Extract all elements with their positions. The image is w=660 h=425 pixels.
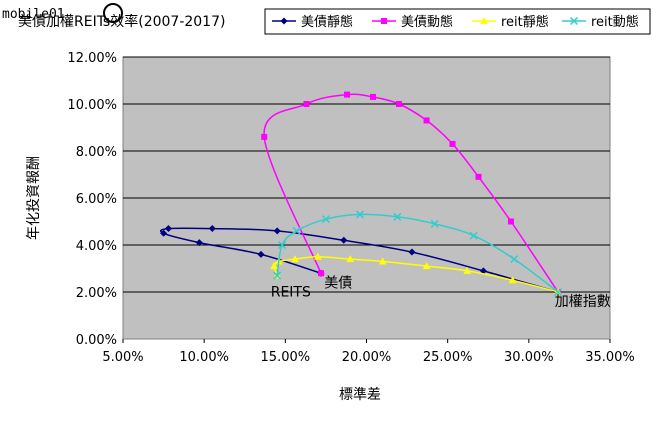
series-line <box>276 213 559 293</box>
data-point <box>479 267 487 275</box>
data-point <box>507 218 514 225</box>
legend-marker <box>280 17 288 25</box>
data-point <box>378 257 387 265</box>
data-point <box>449 140 456 147</box>
data-point <box>369 93 376 100</box>
annotation-label: 加權指數 <box>555 294 611 310</box>
legend-marker <box>381 18 387 24</box>
y-tick-label: 2.00% <box>76 286 117 301</box>
x-tick-label: 10.00% <box>179 350 229 365</box>
y-tick-label: 8.00% <box>76 145 117 160</box>
data-point <box>292 226 301 235</box>
gridlines <box>123 56 610 293</box>
data-point <box>273 227 281 235</box>
legend-label: 美債動態 <box>401 14 453 30</box>
data-point <box>423 117 430 124</box>
series-layer <box>159 91 563 297</box>
legend-marker <box>569 16 579 26</box>
x-axis-label: 標準差 <box>339 387 381 403</box>
data-point <box>340 236 348 244</box>
y-axis-ticks: 0.00% 2.00% 4.00% 6.00% 8.00% 10.00% 12.00% <box>67 51 117 348</box>
series-2 <box>261 91 562 295</box>
data-point <box>510 255 519 264</box>
data-point <box>273 271 282 280</box>
watermark-logo: mobile01 <box>2 3 123 23</box>
data-point <box>422 262 431 270</box>
data-point <box>208 225 216 233</box>
data-point <box>164 225 172 233</box>
data-point <box>393 212 402 221</box>
x-tick-label: 20.00% <box>342 350 392 365</box>
legend-label: reit動態 <box>591 14 639 30</box>
data-point <box>469 231 478 240</box>
legend-item: reit靜態 <box>472 14 549 30</box>
legend-marker <box>480 17 488 24</box>
legend-label: 美債靜態 <box>301 14 353 30</box>
chart-title: 美債加權REITs效率(2007-2017) <box>18 13 225 30</box>
data-point <box>344 91 351 98</box>
x-tick-label: 35.00% <box>585 350 635 365</box>
watermark-text: mobile01 <box>2 7 65 22</box>
data-point <box>346 255 355 263</box>
y-tick-label: 10.00% <box>67 98 117 113</box>
legend-item: 美債靜態 <box>272 14 353 30</box>
legend-item: reit動態 <box>562 14 639 30</box>
annotation-label: REITS <box>271 285 311 301</box>
x-axis-ticks: 5.00% 10.00% 15.00% 20.00% 25.00% 30.00% 35.00… <box>102 339 635 365</box>
legend: 美債靜態 美債動態 reit靜態 reit動態 <box>272 14 639 30</box>
x-tick-label: 25.00% <box>423 350 473 365</box>
series-4 <box>273 210 563 297</box>
data-point <box>303 101 310 107</box>
series-line <box>263 93 559 293</box>
y-tick-label: 12.00% <box>67 51 117 66</box>
annotation-label: 美債 <box>324 275 352 291</box>
x-tick-label: 5.00% <box>102 350 143 365</box>
data-point <box>554 287 563 297</box>
data-point <box>160 229 168 237</box>
x-tick-label: 15.00% <box>261 350 311 365</box>
data-point <box>195 239 203 247</box>
data-point <box>291 255 299 263</box>
y-axis-label: 年化投資報酬 <box>26 156 42 240</box>
data-point <box>508 276 517 284</box>
data-point <box>278 240 287 250</box>
data-point <box>257 250 265 258</box>
data-point <box>408 248 416 256</box>
y-tick-label: 4.00% <box>76 239 117 254</box>
data-point <box>261 133 268 140</box>
data-point <box>318 270 325 277</box>
y-tick-label: 0.00% <box>76 333 117 348</box>
legend-item: 美債動態 <box>372 14 453 30</box>
data-point <box>270 262 278 270</box>
data-point <box>475 173 482 180</box>
y-tick-label: 6.00% <box>76 192 117 207</box>
x-tick-label: 30.00% <box>504 350 554 365</box>
legend-label: reit靜態 <box>501 14 549 30</box>
data-point <box>395 101 402 107</box>
data-point <box>321 215 330 224</box>
data-point <box>430 219 439 228</box>
series-line <box>159 227 559 293</box>
data-point <box>314 252 322 260</box>
data-point <box>463 266 471 274</box>
data-point <box>355 210 365 219</box>
